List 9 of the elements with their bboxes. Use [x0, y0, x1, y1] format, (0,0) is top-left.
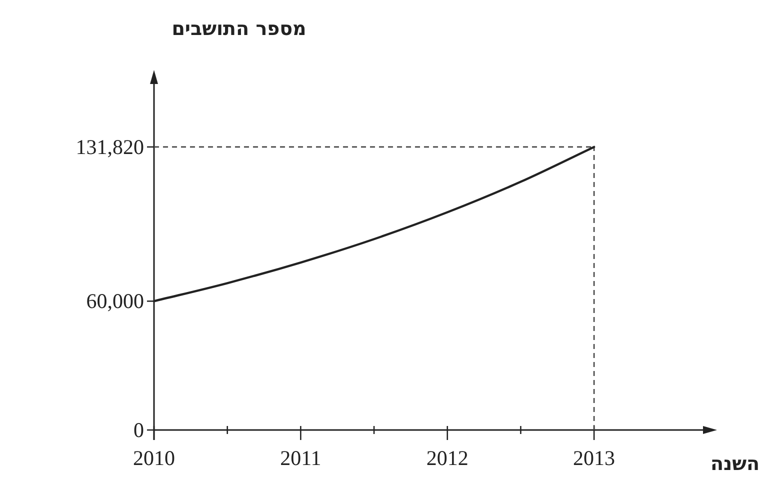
x-tick-label: 2012	[426, 446, 468, 470]
x-tick-label: 2011	[280, 446, 322, 470]
x-axis-title: השנה	[710, 453, 760, 475]
y-tick-label: 131,820	[76, 134, 144, 159]
y-tick-label: 60,000	[86, 289, 144, 314]
x-tick-label: 2010	[133, 446, 175, 470]
y-tick-label: 0	[134, 418, 144, 442]
x-tick-label: 2013	[573, 446, 616, 470]
y-axis-title: מספר התושבים	[172, 18, 306, 40]
